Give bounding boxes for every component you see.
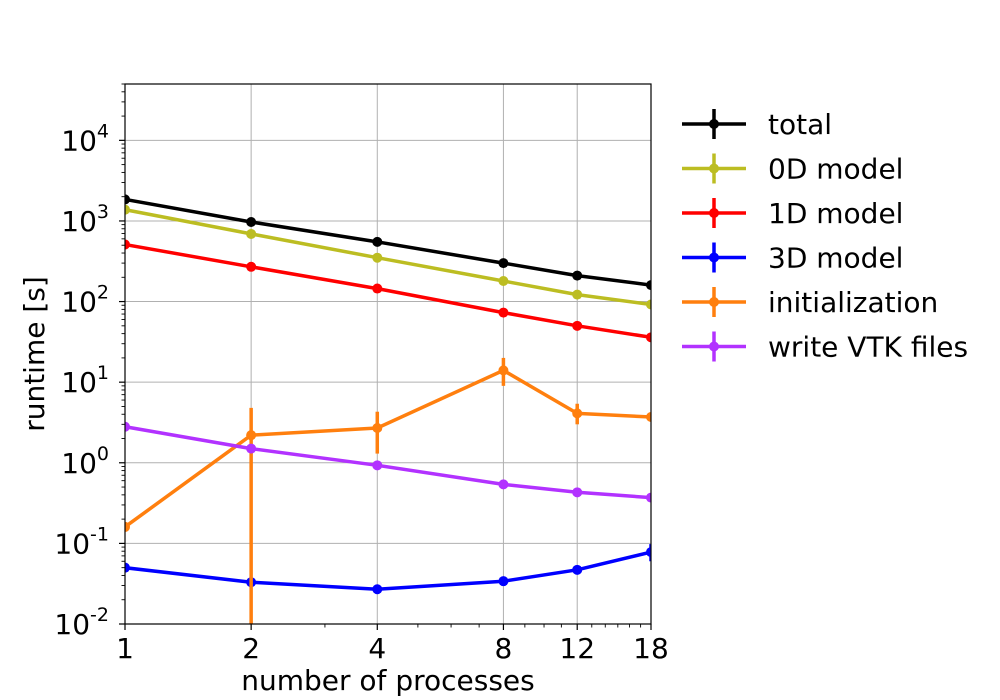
data-point-1d-model — [646, 332, 651, 343]
data-point-1d-model — [125, 239, 130, 250]
series-line-total — [125, 197, 651, 287]
data-point-write-vtk-files — [372, 460, 383, 471]
y-tick-label: 103 — [61, 201, 109, 238]
major-ticks — [119, 139, 652, 630]
series-1d-model — [125, 239, 651, 343]
data-point-write-vtk-files — [646, 492, 651, 503]
legend-item-0d-model: 0D model — [682, 153, 903, 186]
series-initialization — [125, 357, 651, 624]
data-point-1d-model — [246, 261, 257, 272]
data-point-write-vtk-files — [572, 487, 583, 498]
data-point-write-vtk-files — [498, 479, 509, 490]
x-tick-label: 1 — [116, 632, 134, 665]
data-point-0d-model — [646, 299, 651, 310]
legend-item-initialization: initialization — [682, 286, 938, 319]
data-point-initialization — [572, 408, 583, 419]
legend-item-write-vtk-files: write VTK files — [682, 331, 968, 364]
y-axis-label: runtime [s] — [18, 276, 51, 432]
series-write-vtk-files — [125, 421, 651, 503]
legend-marker-initialization — [709, 297, 719, 307]
y-tick-label: 10-1 — [54, 523, 109, 560]
grid-lines — [124, 84, 652, 625]
legend-marker-write-vtk-files — [709, 341, 719, 352]
y-tick-label: 100 — [61, 443, 109, 480]
data-point-initialization — [125, 521, 130, 532]
data-point-0d-model — [572, 289, 583, 300]
legend-label-3d-model: 3D model — [768, 242, 903, 275]
legend-label-write-vtk-files: write VTK files — [768, 331, 968, 364]
data-point-write-vtk-files — [246, 443, 257, 454]
data-point-initialization — [372, 423, 383, 434]
data-point-0d-model — [125, 204, 130, 215]
data-point-total — [646, 280, 651, 291]
series-line-0d-model — [125, 207, 651, 307]
y-tick-label: 102 — [61, 282, 109, 319]
legend-marker-1d-model — [709, 208, 719, 218]
data-point-0d-model — [372, 252, 383, 263]
series-layer — [125, 194, 651, 624]
series-line-initialization — [125, 368, 651, 529]
data-point-initialization — [646, 411, 651, 422]
data-point-total — [572, 270, 583, 281]
legend-item-1d-model: 1D model — [682, 197, 903, 230]
data-point-3d-model — [646, 547, 651, 558]
y-tick-label: 101 — [61, 362, 109, 399]
legend-label-total: total — [768, 108, 832, 141]
legend-marker-total — [709, 119, 719, 129]
series-line-3d-model — [125, 550, 651, 591]
data-point-initialization — [246, 430, 257, 441]
x-axis-label: number of processes — [241, 664, 534, 697]
data-point-0d-model — [246, 228, 257, 239]
plot-frame — [124, 83, 652, 625]
series-line-write-vtk-files — [125, 424, 651, 500]
data-point-initialization — [498, 365, 509, 376]
data-point-total — [246, 217, 257, 228]
x-tick-label: 12 — [559, 632, 595, 665]
y-tick-label: 10-2 — [54, 604, 109, 641]
data-point-3d-model — [372, 584, 383, 595]
legend: total 0D model 1D model 3D model initializat… — [682, 108, 968, 364]
data-point-3d-model — [125, 562, 130, 573]
series-0d-model — [125, 204, 651, 310]
legend-label-initialization: initialization — [768, 286, 938, 319]
legend-marker-3d-model — [709, 252, 719, 263]
x-tick-label: 4 — [368, 632, 386, 665]
data-point-total — [498, 258, 509, 269]
data-point-write-vtk-files — [125, 421, 130, 432]
series-total — [125, 194, 651, 291]
series-3d-model — [125, 544, 651, 595]
data-point-1d-model — [572, 320, 583, 331]
x-tick-label: 8 — [495, 632, 513, 665]
data-point-1d-model — [498, 307, 509, 318]
data-point-total — [372, 236, 383, 247]
data-point-1d-model — [372, 283, 383, 294]
series-line-1d-model — [125, 242, 651, 340]
data-point-total — [125, 194, 130, 205]
data-point-0d-model — [498, 275, 509, 286]
data-point-3d-model — [572, 564, 583, 575]
legend-marker-0d-model — [709, 163, 719, 174]
minor-ticks — [121, 83, 642, 628]
x-tick-label: 2 — [242, 632, 260, 665]
legend-label-0d-model: 0D model — [768, 153, 903, 186]
data-point-3d-model — [498, 576, 509, 587]
legend-item-total: total — [682, 108, 832, 141]
legend-item-3d-model: 3D model — [682, 242, 903, 275]
legend-label-1d-model: 1D model — [768, 197, 903, 230]
y-tick-label: 104 — [61, 120, 109, 157]
x-tick-label: 18 — [633, 632, 669, 665]
